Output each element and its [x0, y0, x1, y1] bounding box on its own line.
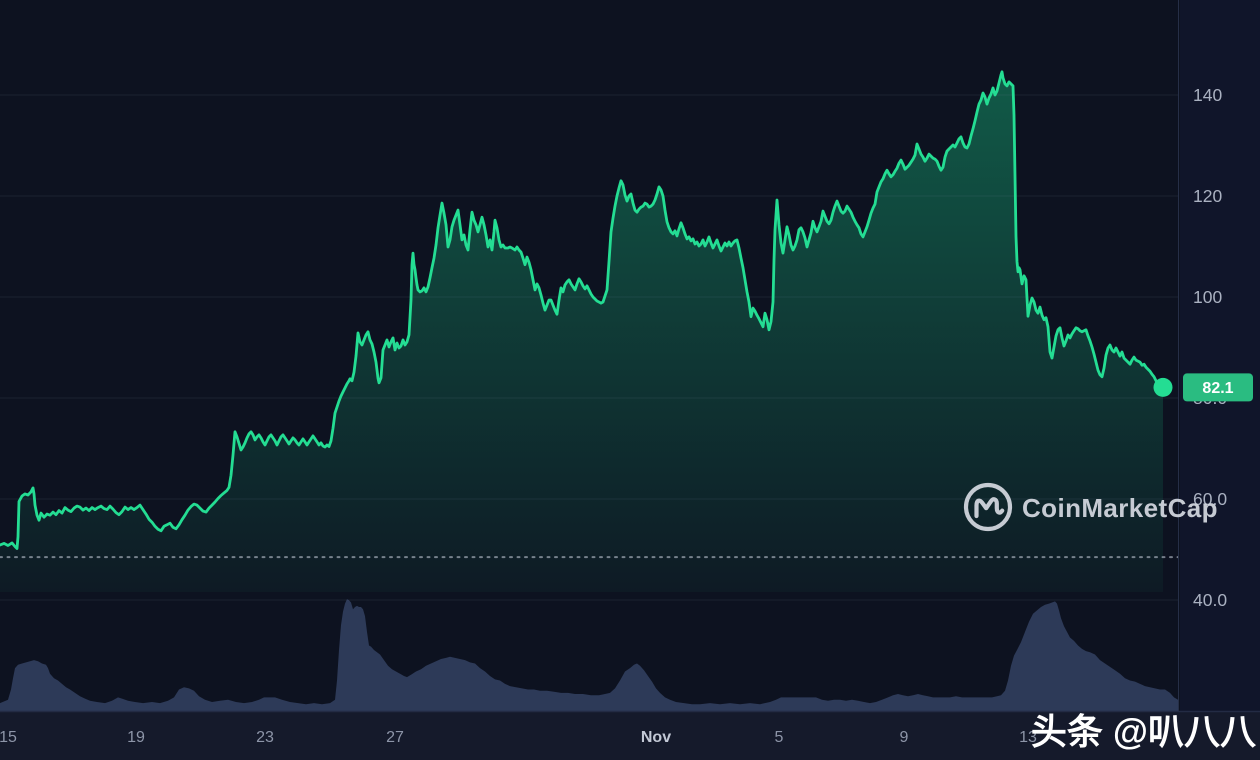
x-axis-tick-label: Nov [641, 729, 671, 746]
last-price-value: 82.1 [1202, 380, 1233, 397]
x-axis-tick-label: 15 [0, 729, 17, 746]
y-axis-tick-label: 140 [1193, 85, 1222, 105]
x-axis-tick-label: 13 [1019, 729, 1037, 746]
price-area-fill [0, 71, 1163, 593]
y-axis-tick-label: 40.0 [1193, 590, 1227, 610]
coinmarketcap-wordmark: CoinMarketCap [1022, 493, 1218, 523]
x-axis-tick-label: 5 [775, 729, 784, 746]
last-price-badge: 82.1 [1183, 373, 1253, 402]
x-axis-tick-label: 27 [386, 729, 404, 746]
x-axis-band [0, 712, 1260, 760]
y-axis-tick-label: 60.0 [1193, 489, 1227, 509]
x-axis-tick-label: 19 [127, 729, 145, 746]
x-axis-labels: 15 19 23 27 Nov 5 9 13 [0, 729, 1037, 746]
y-axis-gutter [1180, 0, 1260, 712]
y-axis-tick-label: 120 [1193, 186, 1222, 206]
coinmarketcap-logo-icon [963, 482, 1013, 532]
y-axis-tick-label: 100 [1193, 287, 1222, 307]
x-axis-tick-label: 9 [900, 729, 909, 746]
x-axis-tick-label: 23 [256, 729, 274, 746]
coinmarketcap-watermark: CoinMarketCap [963, 482, 1218, 532]
last-price-dot [1153, 377, 1173, 397]
volume-series [0, 599, 1178, 711]
price-line-series [0, 70, 1165, 550]
toutiao-watermark: 头条 @叭八八 [1031, 711, 1257, 752]
